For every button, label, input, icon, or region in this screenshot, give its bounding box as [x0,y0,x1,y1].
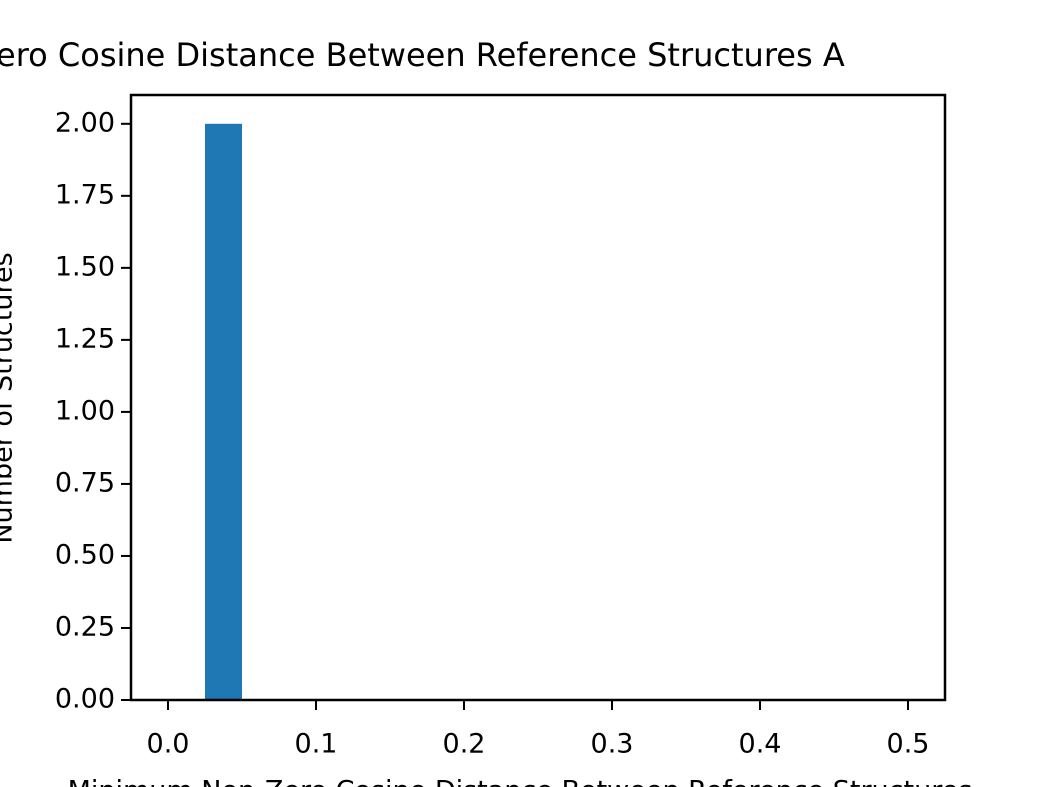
y-axis-label: Number of Structures [0,252,19,543]
chart-title: ero Cosine Distance Between Reference St… [0,36,845,74]
y-tick-label: 2.00 [55,107,115,138]
bar [205,123,242,701]
x-tick-label: 0.4 [739,729,782,760]
x-tick-label: 0.0 [147,729,190,760]
y-tick-label: 1.25 [55,323,115,354]
y-tick-label: 0.75 [55,467,115,498]
y-tick-label: 1.50 [55,251,115,282]
x-tick-label: 0.5 [887,729,930,760]
plot-frame [129,93,947,702]
x-tick-label: 0.2 [443,729,486,760]
x-axis-label: Minimum Non-Zero Cosine Distance Between… [68,776,973,787]
y-tick-label: 0.00 [55,684,115,715]
y-tick-label: 0.25 [55,611,115,642]
y-tick-label: 1.75 [55,179,115,210]
y-tick-label: 1.00 [55,395,115,426]
x-tick-label: 0.3 [591,729,634,760]
x-tick-label: 0.1 [295,729,338,760]
y-tick-label: 0.50 [55,539,115,570]
